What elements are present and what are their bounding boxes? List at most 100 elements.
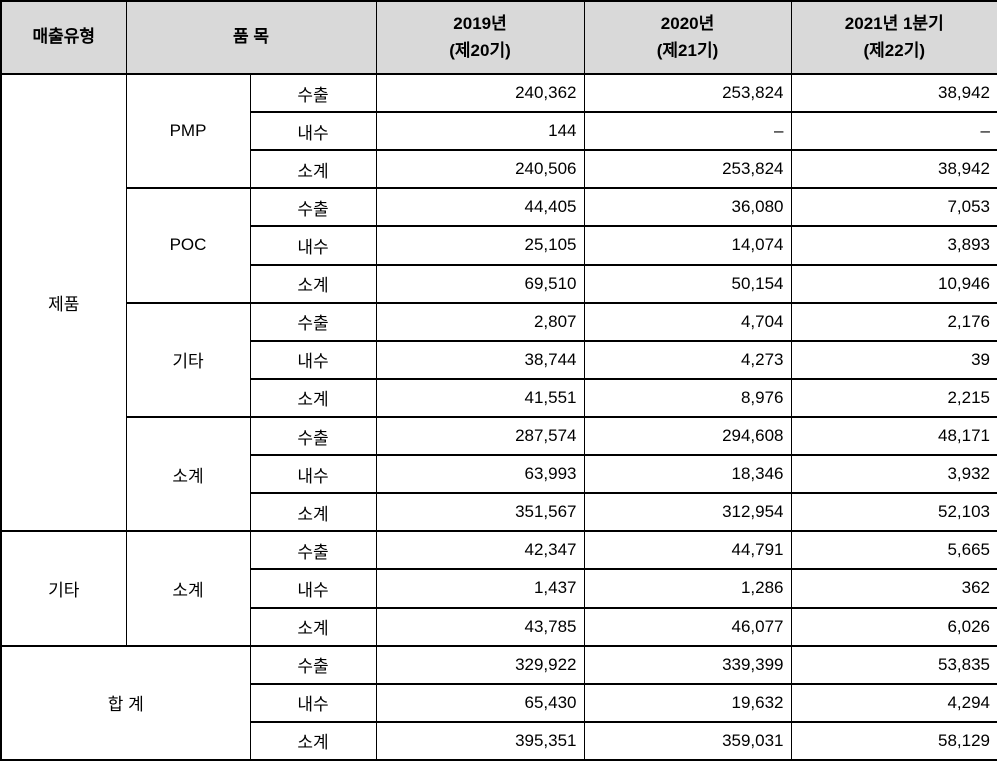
value-cell: 25,105 [375, 225, 585, 266]
value-cell: 42,347 [375, 530, 585, 571]
table-row: 제품 PMP 수출 240,362 253,824 38,942 [0, 72, 997, 533]
value-cell: 3,932 [790, 454, 997, 495]
channel-cell: 소계 [249, 377, 377, 418]
value-cell: 351,567 [375, 492, 585, 533]
period-term-line: (제20기) [449, 40, 511, 60]
value-cell: 65,430 [375, 682, 585, 723]
group-cell-other: 기타 [0, 530, 127, 647]
value-cell: – [790, 111, 997, 152]
table-row: 내수 63,993 18,346 3,932 [1, 454, 997, 495]
value-cell: 52,103 [790, 492, 997, 533]
value-cell: 339,399 [583, 644, 792, 685]
header-period-2020: 2020년 (제21기) [583, 0, 792, 75]
channel-cell: 수출 [249, 301, 377, 342]
value-cell: 144 [375, 111, 585, 152]
value-cell: 312,954 [583, 492, 792, 533]
period-year-line: 2020년 [660, 14, 715, 34]
value-cell: 287,574 [375, 415, 585, 457]
table-row: 합 계 수출 329,922 339,399 53,835 [0, 644, 997, 761]
item-cell-poc: POC [125, 187, 251, 304]
header-period-2019: 2019년 (제20기) [375, 0, 585, 75]
value-cell: 253,824 [583, 149, 792, 190]
header-sales-type: 매출유형 [0, 0, 127, 75]
value-cell: 253,824 [583, 72, 792, 114]
table-row: 소계 69,510 50,154 10,946 [1, 263, 997, 304]
table-header: 매출유형 품 목 2019년 (제20기) 2020년 (제21기) 2021년… [0, 0, 997, 75]
value-cell: 4,273 [583, 339, 792, 380]
value-cell: 2,176 [790, 301, 997, 342]
value-cell: 7,053 [790, 187, 997, 228]
channel-cell: 소계 [249, 720, 377, 761]
header-row: 매출유형 품 목 2019년 (제20기) 2020년 (제21기) 2021년… [0, 0, 997, 75]
value-cell: 4,704 [583, 301, 792, 342]
value-cell: 43,785 [375, 606, 585, 647]
value-cell: 1,286 [583, 568, 792, 609]
table-row: 소계 41,551 8,976 2,215 [1, 377, 997, 418]
value-cell: 44,791 [583, 530, 792, 571]
channel-cell: 수출 [249, 187, 377, 228]
channel-cell: 내수 [249, 225, 377, 266]
value-cell: 8,976 [583, 377, 792, 418]
table-row: 내수 38,744 4,273 39 [1, 339, 997, 380]
item-cell-subtotal: 소계 [125, 530, 251, 647]
value-cell: – [583, 111, 792, 152]
table-row: 소계 240,506 253,824 38,942 [1, 149, 997, 190]
value-cell: 41,551 [375, 377, 585, 418]
value-cell: 2,807 [375, 301, 585, 342]
value-cell: 359,031 [583, 720, 792, 761]
period-term-line: (제22기) [863, 40, 926, 60]
value-cell: 10,946 [790, 263, 997, 304]
period-term-line: (제21기) [656, 40, 719, 60]
channel-cell: 내수 [249, 454, 377, 495]
value-cell: 69,510 [375, 263, 585, 304]
value-cell: 44,405 [375, 187, 585, 228]
table-row: 내수 1,437 1,286 362 [1, 568, 997, 609]
value-cell: 58,129 [790, 720, 997, 761]
value-cell: 6,026 [790, 606, 997, 647]
value-cell: 3,893 [790, 225, 997, 266]
table-body: 제품 PMP 수출 240,362 253,824 38,942 내수 144 … [0, 72, 997, 761]
group-cell-product: 제품 [0, 72, 127, 533]
channel-cell: 내수 [249, 111, 377, 152]
table-row: 소계 395,351 359,031 58,129 [1, 720, 997, 761]
group-cell-total: 합 계 [0, 644, 251, 761]
value-cell: 395,351 [375, 720, 585, 761]
value-cell: 329,922 [375, 644, 585, 685]
table-row: 소계 43,785 46,077 6,026 [1, 606, 997, 647]
value-cell: 50,154 [583, 263, 792, 304]
item-cell-etc: 기타 [125, 301, 251, 418]
table-row: POC 수출 44,405 36,080 7,053 [1, 187, 997, 304]
period-year-line: 2021년 1분기 [844, 14, 944, 34]
value-cell: 19,632 [583, 682, 792, 723]
item-cell-subtotal: 소계 [125, 415, 251, 533]
value-cell: 39 [790, 339, 997, 380]
value-cell: 294,608 [583, 415, 792, 457]
period-year-line: 2019년 [453, 14, 507, 34]
value-cell: 240,506 [375, 149, 585, 190]
channel-cell: 내수 [249, 339, 377, 380]
item-cell-pmp: PMP [125, 72, 251, 190]
value-cell: 18,346 [583, 454, 792, 495]
value-cell: 38,744 [375, 339, 585, 380]
channel-cell: 수출 [249, 530, 377, 571]
channel-cell: 수출 [249, 415, 377, 457]
table-row: 소계 351,567 312,954 52,103 [1, 492, 997, 533]
value-cell: 5,665 [790, 530, 997, 571]
channel-cell: 수출 [249, 72, 377, 114]
value-cell: 46,077 [583, 606, 792, 647]
table-row: 내수 25,105 14,074 3,893 [1, 225, 997, 266]
header-item: 품 목 [125, 0, 377, 75]
channel-cell: 내수 [249, 682, 377, 723]
value-cell: 1,437 [375, 568, 585, 609]
table-row: 기타 수출 2,807 4,704 2,176 [1, 301, 997, 418]
value-cell: 240,362 [375, 72, 585, 114]
value-cell: 63,993 [375, 454, 585, 495]
header-period-2021q1: 2021년 1분기 (제22기) [790, 0, 997, 75]
channel-cell: 내수 [249, 568, 377, 609]
value-cell: 38,942 [790, 72, 997, 114]
value-cell: 14,074 [583, 225, 792, 266]
channel-cell: 소계 [249, 606, 377, 647]
value-cell: 2,215 [790, 377, 997, 418]
channel-cell: 소계 [249, 149, 377, 190]
table-row: 내수 144 – – [1, 111, 997, 152]
